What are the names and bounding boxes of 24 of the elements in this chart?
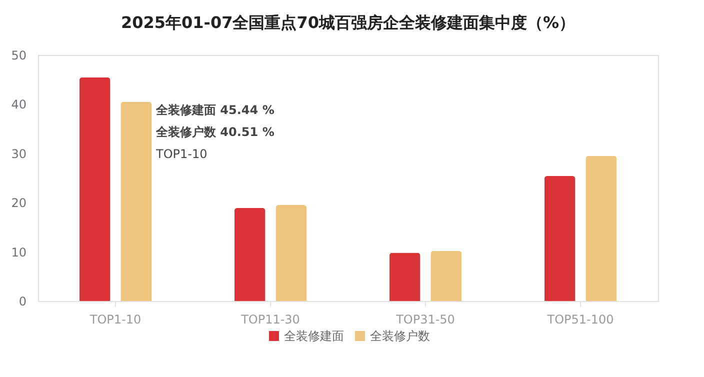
chart-title: 2025年01-07全国重点70城百强房企全装修建面集中度（%） xyxy=(121,13,575,32)
y-tick-label: 50 xyxy=(11,48,26,62)
legend-label: 全装修户数 xyxy=(370,329,430,343)
bar xyxy=(234,208,266,301)
bar xyxy=(120,102,152,301)
bar xyxy=(430,250,462,301)
y-tick-label: 20 xyxy=(11,196,26,210)
bar xyxy=(79,77,110,301)
x-tick-label: TOP11-30 xyxy=(240,312,300,326)
y-tick-label: 10 xyxy=(11,245,26,260)
y-tick-label: 0 xyxy=(18,294,26,308)
annotation: 全装修户数 40.51 % xyxy=(155,125,274,139)
y-tick-label: 30 xyxy=(11,146,26,161)
y-tick-label: 40 xyxy=(11,98,26,112)
bar xyxy=(276,205,307,301)
annotation: TOP1-10 xyxy=(155,147,208,161)
bar xyxy=(389,252,420,301)
x-tick-label: TOP31-50 xyxy=(395,312,455,326)
x-tick-label: TOP51-100 xyxy=(546,312,614,326)
annotation: 全装修建面 45.44 % xyxy=(155,103,274,117)
x-tick-label: TOP1-10 xyxy=(88,312,142,326)
legend-label: 全装修建面 xyxy=(284,329,344,343)
bar xyxy=(586,156,617,301)
bar xyxy=(544,176,576,301)
